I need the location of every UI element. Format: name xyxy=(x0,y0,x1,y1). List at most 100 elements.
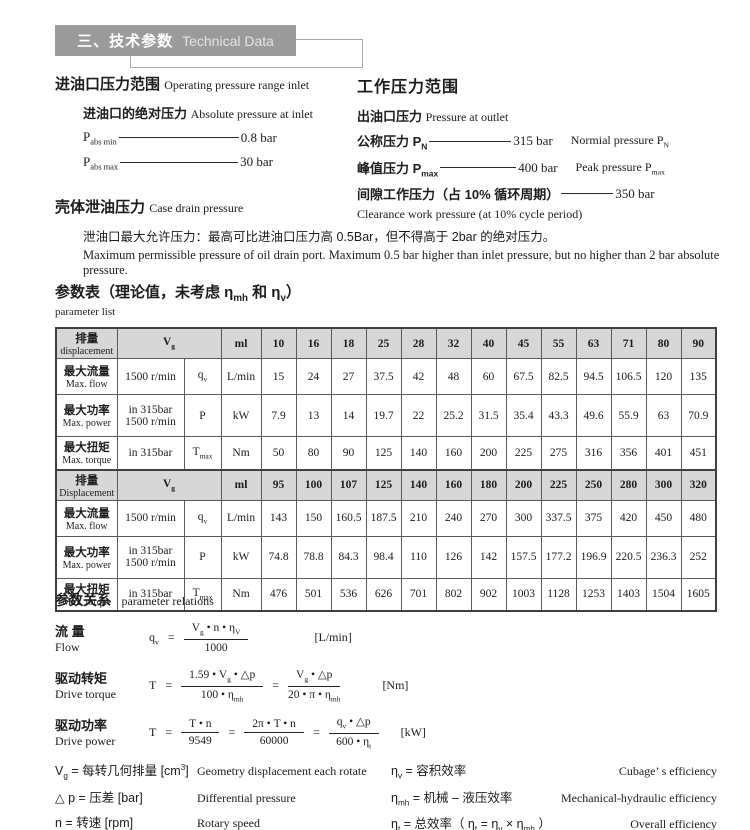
value-cell: 140 xyxy=(400,436,437,470)
fraction: qv • △p 600 • ηt xyxy=(328,714,379,750)
value-cell: 177.2 xyxy=(540,535,577,579)
fraction: T • n 9549 xyxy=(181,718,220,747)
value-cell: 626 xyxy=(365,577,402,612)
torque-label: 驱动转矩 Drive torque xyxy=(55,671,116,701)
value-cell: 82.5 xyxy=(540,358,577,395)
value-cell: 71 xyxy=(610,327,647,359)
peak-pressure-en: Peak pressure Pmax xyxy=(575,159,665,177)
value-cell: 135 xyxy=(680,358,717,395)
working-heading-zh: 工作压力范围 xyxy=(357,79,460,96)
leader-line xyxy=(440,167,517,169)
value-cell: 250 xyxy=(575,468,612,501)
relations-title-zh: 参数关系 xyxy=(55,592,111,608)
value-cell: 78.8 xyxy=(295,535,332,579)
definition-row: n = 转速 [rpm] Rotary speed xyxy=(55,815,260,830)
working-pressure-block: 工作压力范围 出油口压力 Pressure at outlet 公称压力 PN … xyxy=(357,73,715,222)
condition-cell: in 315bar 1500 r/min xyxy=(116,394,185,437)
value-cell: 125 xyxy=(365,468,402,501)
value-cell: 300 xyxy=(645,468,682,501)
value-cell: 536 xyxy=(330,577,367,612)
value-cell: 480 xyxy=(680,499,717,537)
value-cell: 67.5 xyxy=(505,358,542,395)
p-abs-max-symbol: Pabs max xyxy=(83,153,119,172)
value-cell: 35.4 xyxy=(505,394,542,437)
row-label-cell: 最大流量 Max. flow xyxy=(55,499,118,537)
working-subheading-en: Pressure at outlet xyxy=(425,110,509,124)
value-cell: 84.3 xyxy=(330,535,367,579)
value-cell: 236.3 xyxy=(645,535,682,579)
case-drain-block: 壳体泄油压力 Case drain pressure 泄油口最大允许压力：最高可… xyxy=(55,196,735,278)
row-label-cell: 最大功率 Max. power xyxy=(55,394,118,437)
value-cell: 27 xyxy=(330,358,367,395)
inlet-heading-zh: 进油口压力范围 xyxy=(55,76,161,93)
flow-formula-row: 流 量 Flow qv = Vg • n • ηV 1000 [L/min] xyxy=(55,619,735,657)
value-cell: 126 xyxy=(435,535,472,579)
value-cell: 19.7 xyxy=(365,394,402,437)
value-cell: 160 xyxy=(435,436,472,470)
condition-cell: in 315bar 1500 r/min xyxy=(116,535,185,579)
inlet-heading: 进油口压力范围 Operating pressure range inlet xyxy=(55,73,357,94)
value-cell: 43.3 xyxy=(540,394,577,437)
pressure-line: Pabs min 0.8 bar xyxy=(83,129,357,147)
value-cell: 120 xyxy=(645,358,682,395)
definition-row: △ p = 压差 [bar] Differential pressure xyxy=(55,790,296,805)
max-power-row: 最大功率 Max. power in 315bar 1500 r/min P kW… xyxy=(55,394,717,437)
definition-row: Vg = 每转几何排量 [cm3] Geometry displacement … xyxy=(55,762,367,781)
unit-cell: kW xyxy=(220,535,262,579)
value-cell: 143 xyxy=(260,499,297,537)
relations-title: 参数关系 parameter relations xyxy=(55,590,735,610)
value-cell: 100 xyxy=(295,468,332,501)
value-cell: 18 xyxy=(330,327,367,359)
vg-header-cell: Vg xyxy=(116,468,222,501)
table-block-large: 排量 Displacement Vg ml 95 100 107 125 140 160 1… xyxy=(55,468,717,612)
value-cell: 210 xyxy=(400,499,437,537)
condition-cell: in 315bar xyxy=(116,436,185,470)
max-flow-row: 最大流量 Max. flow 1500 r/min qv L/min 143 15… xyxy=(55,499,717,537)
value-cell: 28 xyxy=(400,327,437,359)
power-formula-row: 驱动功率 Drive power T = T • n 9549 = 2π • T… xyxy=(55,713,735,751)
table-header-row: 排量 Displacement Vg ml 95 100 107 125 140 160 1… xyxy=(55,468,717,501)
fraction: 2π • T • n 60000 xyxy=(244,718,304,747)
clearance-pressure-en: Clearance work pressure (at 10% cycle pe… xyxy=(357,207,583,222)
value-cell: 31.5 xyxy=(470,394,507,437)
nominal-pressure-en: Normial pressure PN xyxy=(570,133,670,150)
unit-cell: Nm xyxy=(220,436,262,470)
row-label-cell: 最大功率 Max. power xyxy=(55,535,118,579)
symbol-cell: Tmax xyxy=(183,577,222,612)
definition-row: ηt = 总效率（ ηt = ηv × ηmh ） Overall effici… xyxy=(391,817,717,830)
value-cell: 220.5 xyxy=(610,535,647,579)
value-cell: 320 xyxy=(680,468,717,501)
value-cell: 300 xyxy=(505,499,542,537)
value-cell: 80 xyxy=(645,327,682,359)
value-cell: 451 xyxy=(680,436,717,470)
working-subheading-zh: 出油口压力 xyxy=(357,109,423,124)
case-drain-line-en: Maximum permissible pressure of oil drai… xyxy=(83,248,720,277)
row-label-cell: 最大扭矩 Max. torque xyxy=(55,577,118,612)
symbol-cell: Tmax xyxy=(183,436,222,470)
row-label-cell: 最大流量 Max. flow xyxy=(55,358,118,395)
p-abs-min-value: 0.8 bar xyxy=(240,129,277,145)
section-title-zh: 三、技术参数 xyxy=(77,33,174,50)
value-cell: 48 xyxy=(435,358,472,395)
flow-formula: qv = Vg • n • ηV 1000 [L/min] xyxy=(149,622,352,654)
unit-cell: L/min xyxy=(220,358,262,395)
definition-row: ηmh = 机械 – 液压效率 Mechanical-hydraulic eff… xyxy=(391,790,717,808)
value-cell: 55 xyxy=(540,327,577,359)
max-torque-row: 最大扭矩 Max. torque in 315bar Tmax Nm 50 80 9… xyxy=(55,436,717,470)
value-cell: 94.5 xyxy=(575,358,612,395)
table-title: 参数表（理论值，未考虑 ηmh 和 ηv） xyxy=(55,284,301,304)
definitions-right-column: ηv = 容积效率 Cubage’ s efficiency ηmh = 机械 … xyxy=(391,760,717,830)
value-cell: 70.9 xyxy=(680,394,717,437)
value-cell: 252 xyxy=(680,535,717,579)
value-cell: 50 xyxy=(260,436,297,470)
pressure-line: 公称压力 PN 315 bar Normial pressure PN xyxy=(357,131,715,152)
value-cell: 25 xyxy=(365,327,402,359)
value-cell: 157.5 xyxy=(505,535,542,579)
value-cell: 40 xyxy=(470,327,507,359)
symbol-cell: qv xyxy=(183,499,222,537)
value-cell: 60 xyxy=(470,358,507,395)
value-cell: 7.9 xyxy=(260,394,297,437)
value-cell: 63 xyxy=(645,394,682,437)
leader-line xyxy=(120,161,239,163)
